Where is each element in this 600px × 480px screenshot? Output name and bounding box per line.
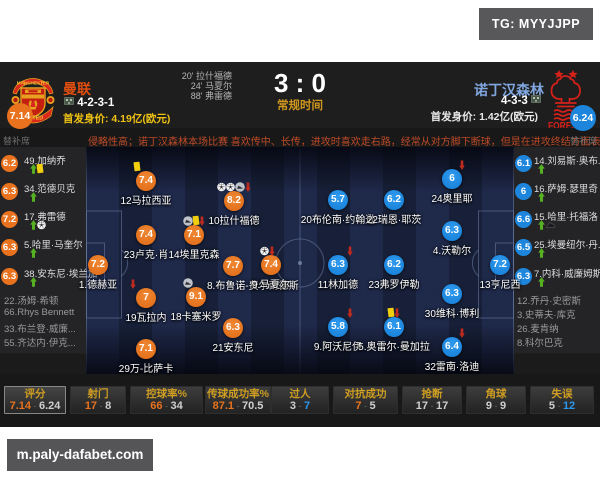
svg-text:FOREST: FOREST (548, 121, 582, 131)
svg-text:MANCHESTER: MANCHESTER (17, 81, 50, 86)
svg-text:UNITED: UNITED (23, 116, 44, 122)
